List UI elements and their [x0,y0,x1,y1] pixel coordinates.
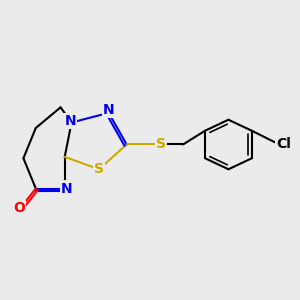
Text: N: N [103,103,115,117]
Text: O: O [14,201,25,215]
Text: N: N [61,182,73,196]
Text: Cl: Cl [276,137,291,152]
Text: N: N [64,114,76,128]
Text: S: S [94,162,104,176]
Text: S: S [156,137,166,152]
